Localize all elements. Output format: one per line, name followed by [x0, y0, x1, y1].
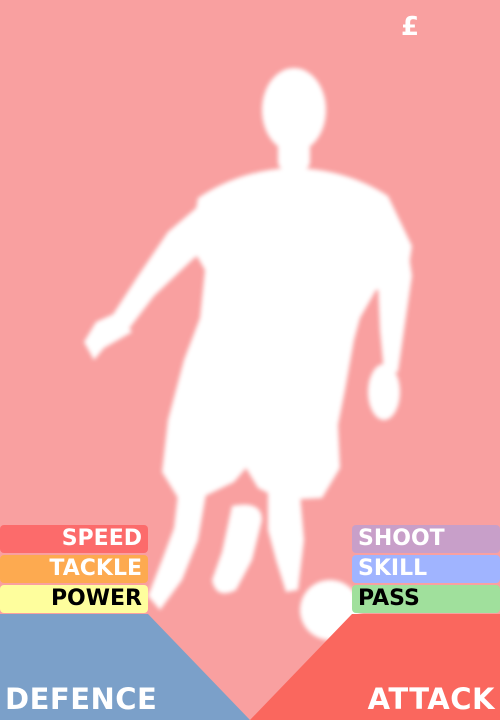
stat-skill[interactable]: SKILL: [352, 555, 500, 583]
currency-icon[interactable]: £: [400, 12, 420, 42]
attack-panel: [250, 614, 500, 720]
stat-shoot[interactable]: SHOOT: [352, 525, 500, 553]
stat-tackle[interactable]: TACKLE: [0, 555, 148, 583]
player-silhouette-icon: [84, 68, 412, 610]
stat-speed[interactable]: SPEED: [0, 525, 148, 553]
defence-panel: [0, 614, 250, 720]
stat-power[interactable]: POWER: [0, 585, 148, 613]
attack-label: ATTACK: [367, 682, 495, 716]
stat-pass[interactable]: PASS: [352, 585, 500, 613]
defence-label: DEFENCE: [5, 682, 158, 716]
